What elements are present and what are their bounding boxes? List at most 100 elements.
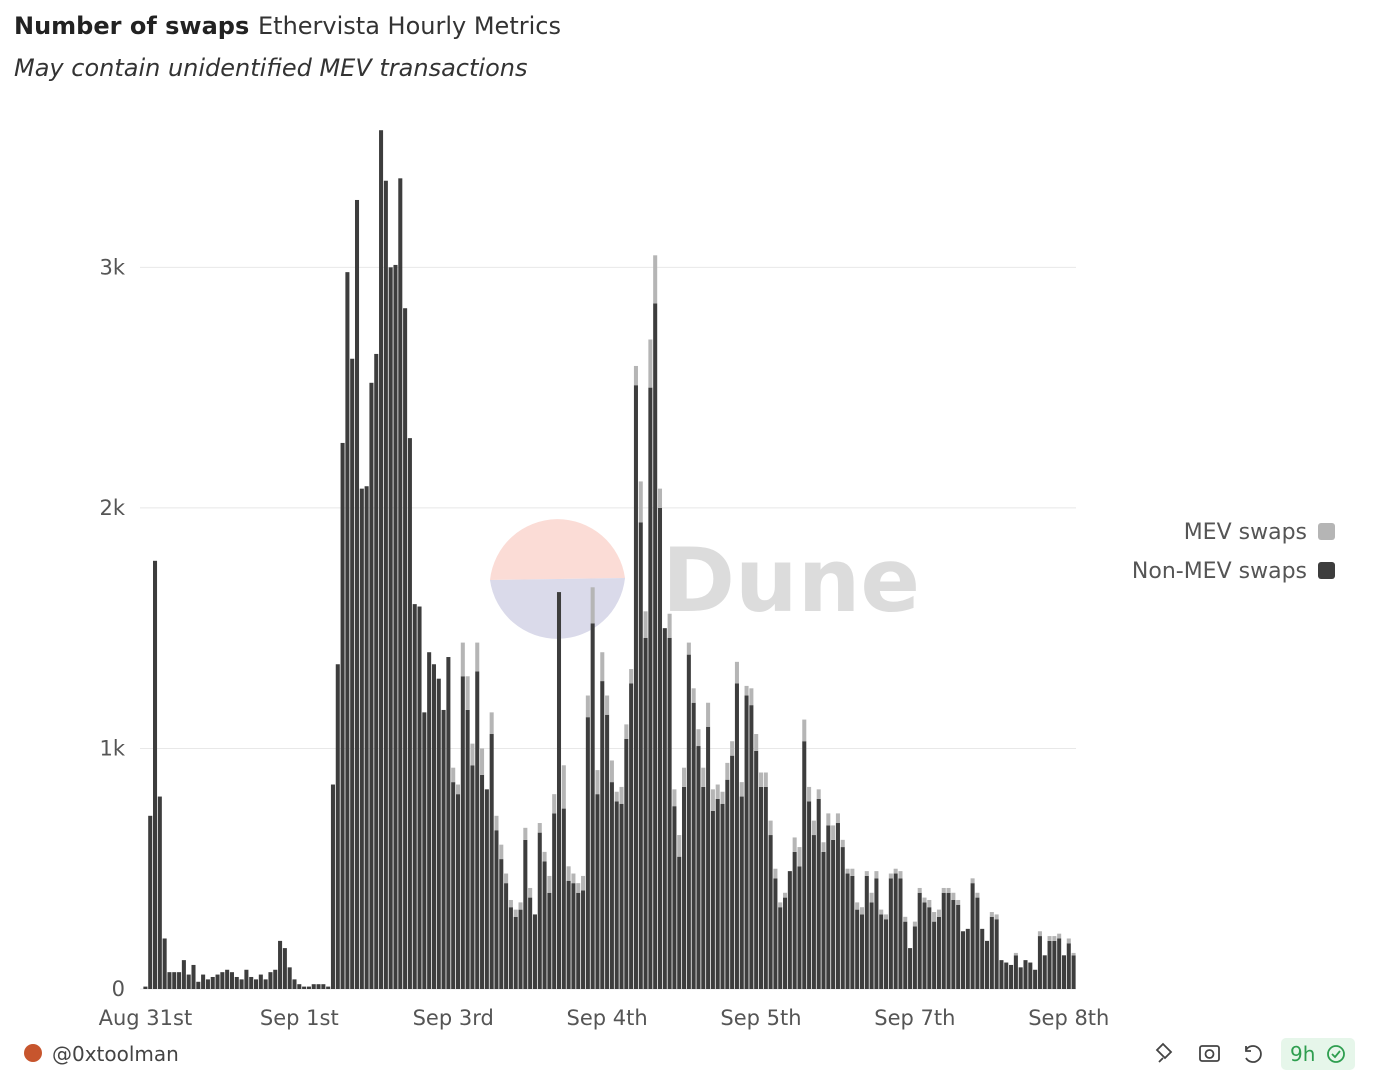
bar-segment [571, 883, 576, 989]
bar-segment [239, 979, 244, 989]
bar-segment [388, 267, 393, 989]
bar-segment [706, 726, 711, 989]
bar-segment [783, 897, 788, 989]
bar-segment [773, 878, 778, 989]
bar-segment [802, 719, 807, 742]
bar-segment [682, 767, 687, 787]
bar-segment [330, 784, 335, 989]
bar-segment [359, 488, 364, 989]
bar-segment [989, 912, 994, 917]
bar-segment [465, 676, 470, 710]
bar-segment [268, 972, 273, 989]
bar-segment [504, 873, 509, 884]
bar-segment [917, 892, 922, 989]
bar-segment [965, 928, 970, 989]
bar-segment [754, 734, 759, 751]
bar-segment [441, 709, 446, 989]
bar-segment [797, 847, 802, 867]
bar-segment [845, 873, 850, 989]
bar-segment [273, 969, 278, 989]
bar-segment [1047, 936, 1052, 941]
bar-segment [802, 741, 807, 989]
watermark-logo-top [490, 519, 625, 580]
y-tick-label: 1k [99, 736, 125, 760]
bar-segment [374, 353, 379, 989]
bar-segment [1037, 936, 1042, 989]
bar-segment [884, 919, 889, 989]
bar-segment [932, 921, 937, 989]
bar-segment [941, 887, 946, 893]
bar-segment [191, 964, 196, 989]
bar-segment [417, 606, 422, 989]
bar-segment [980, 928, 985, 989]
bar-segment [528, 897, 533, 989]
bar-segment [393, 264, 398, 990]
bar-segment [888, 878, 893, 989]
bar-segment [614, 791, 619, 802]
legend-swatch [1318, 523, 1335, 540]
bar-segment [821, 842, 826, 852]
bar-segment [932, 912, 937, 922]
bar-segment [638, 481, 643, 523]
bar-segment [470, 765, 475, 989]
bar-segment [244, 969, 249, 989]
bar-segment [302, 986, 307, 989]
bar-segment [581, 875, 586, 891]
bar-segment [725, 762, 730, 780]
bar-segment [1028, 962, 1033, 989]
refresh-icon[interactable] [1245, 1045, 1262, 1063]
bar-segment [855, 909, 860, 989]
embed-icon[interactable] [1155, 1042, 1173, 1063]
bar-segment [229, 972, 234, 989]
bar-segment [1018, 967, 1023, 989]
bar-segment [326, 986, 331, 989]
bar-segment [561, 808, 566, 989]
bar-segment [383, 180, 388, 989]
x-tick-label: Aug 31st [99, 1006, 193, 1030]
bar-segment [677, 856, 682, 989]
bar-segment [691, 702, 696, 989]
snapshot-icon[interactable] [1199, 1045, 1220, 1062]
bar-segment [629, 683, 634, 989]
bar-segment [768, 820, 773, 836]
chart-subtitle: Ethervista Hourly Metrics [258, 12, 561, 40]
x-tick-label: Sep 7th [874, 1006, 955, 1030]
bar-segment [508, 899, 513, 908]
bar-segment [946, 892, 951, 989]
bar-segment [220, 972, 225, 989]
author[interactable]: @0xtoolman [52, 1042, 179, 1066]
bar-segment [249, 976, 254, 989]
bar-segment [1042, 955, 1047, 989]
bar-segment [975, 892, 980, 898]
bar-segment [542, 851, 547, 862]
bar-segment [633, 365, 638, 386]
bar-segment [633, 385, 638, 989]
bar-segment [475, 671, 480, 989]
bar-segment [253, 979, 259, 989]
bar-segment [749, 705, 754, 989]
bar-segment [744, 695, 749, 989]
bar-segment [566, 866, 571, 881]
bar-segment [1066, 943, 1071, 989]
bar-segment [1047, 940, 1052, 989]
bar-segment [864, 875, 869, 989]
bar-segment [946, 887, 951, 893]
bar-segment [321, 984, 326, 989]
x-tick-label: Sep 4th [567, 1006, 648, 1030]
bar-segment [845, 868, 850, 874]
bar-segment [859, 914, 865, 989]
bar-segment [922, 897, 927, 903]
bar-segment [672, 806, 677, 989]
bar-segment [893, 868, 898, 874]
bar-segment [811, 835, 816, 989]
bar-segment [537, 832, 542, 989]
bar-segment [571, 873, 576, 884]
bar-segment [917, 887, 922, 893]
bar-segment [499, 844, 504, 860]
bar-segment [898, 878, 903, 989]
bar-segment [465, 709, 470, 989]
bar-segment [143, 986, 148, 989]
bar-segment [1013, 955, 1018, 989]
bar-segment [696, 729, 701, 747]
bar-segment [778, 907, 783, 989]
